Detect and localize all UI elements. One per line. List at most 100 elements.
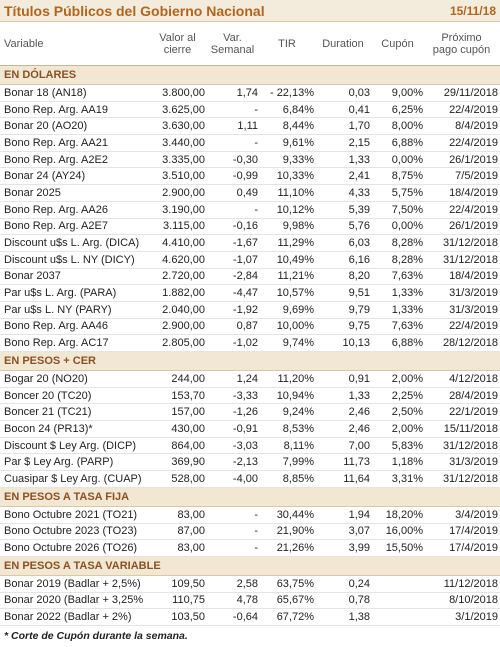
cell: 1,33 xyxy=(348,153,370,166)
cell: 10,33% xyxy=(276,170,314,183)
cell: 4,78 xyxy=(236,594,258,607)
table-row: Bonar 2037 2.720,00 -2,84 11,21% 8,20 7,63% 18… xyxy=(0,269,500,286)
cell: 3.630,00 xyxy=(162,120,205,133)
cell: 87,00 xyxy=(177,525,205,538)
cell: 8/10/2018 xyxy=(449,594,498,607)
cell: 8,11% xyxy=(283,439,314,452)
cell: 1,11 xyxy=(237,120,258,133)
cell: 1,33% xyxy=(391,287,423,300)
cell: 0,24 xyxy=(348,577,370,590)
date: 15/11/18 xyxy=(449,3,496,18)
cell: 8,28% xyxy=(391,237,423,250)
cell: 22/1/2019 xyxy=(449,406,498,419)
cell: 9,74% xyxy=(282,337,314,350)
table-row: Bono Rep. Arg. AA26 3.190,00 - 10,12% 5,39 7,… xyxy=(0,202,500,219)
cell: 17/4/2019 xyxy=(449,525,498,538)
cell: - xyxy=(254,525,258,538)
column-header: Var. Semanal xyxy=(207,32,260,56)
cell: 4.410,00 xyxy=(162,237,205,250)
cell: 1,24 xyxy=(236,372,258,385)
cell: Bocon 24 (PR13)* xyxy=(4,422,93,435)
cell: 5,75% xyxy=(391,186,423,199)
cell: 18/4/2019 xyxy=(449,186,498,199)
cell: 2.900,00 xyxy=(162,186,205,199)
cell: 6,84% xyxy=(282,103,314,116)
cell: 10,13 xyxy=(342,337,370,350)
cell: 528,00 xyxy=(171,472,205,485)
cell: Bono Rep. Arg. A2E7 xyxy=(4,220,108,233)
table-row: Bono Rep. Arg. AA46 2.900,00 0,87 10,00% 9,7… xyxy=(0,319,500,336)
table-row: Bono Octubre 2023 (TO23) 87,00 - 21,90% 3,07… xyxy=(0,524,500,541)
cell: -4,00 xyxy=(232,472,258,485)
cell: 2.720,00 xyxy=(162,270,205,283)
cell: 3/1/2019 xyxy=(455,611,498,624)
cell: 2,41 xyxy=(348,170,370,183)
cell: 2,00% xyxy=(391,372,423,385)
cell: 26/1/2019 xyxy=(449,220,498,233)
cell: 10,00% xyxy=(276,320,314,333)
cell: -0,30 xyxy=(232,153,258,166)
cell: 8,75% xyxy=(391,170,423,183)
cell: 15,50% xyxy=(385,542,423,555)
cell: 10,57% xyxy=(276,287,314,300)
cell: 11,73 xyxy=(343,456,370,469)
cell: 3,99 xyxy=(348,542,370,555)
cell: Bono Octubre 2023 (TO23) xyxy=(4,525,138,538)
cell: -0,64 xyxy=(232,611,258,624)
cell: - 22,13% xyxy=(269,86,314,99)
table-row: Discount u$s L. NY (DICY) 4.620,00 -1,07 10… xyxy=(0,252,500,269)
table-row: Bono Octubre 2021 (TO21) 83,00 - 30,44% 1,94… xyxy=(0,507,500,524)
cell: 157,00 xyxy=(171,406,205,419)
cell: 0,00% xyxy=(391,220,423,233)
cell: 9,75 xyxy=(348,320,370,333)
cell: -0,16 xyxy=(232,220,258,233)
cell: 63,75% xyxy=(276,577,314,590)
cell: -0,91 xyxy=(232,422,258,435)
cell: 28/12/2018 xyxy=(442,337,498,350)
cell: 8,00% xyxy=(391,120,423,133)
cell: 2,46 xyxy=(348,422,370,435)
cell: 8,44% xyxy=(282,120,314,133)
cell: 11,21% xyxy=(277,270,315,283)
cell: - xyxy=(254,103,258,116)
column-header-text: Variable xyxy=(4,37,44,50)
cell: - xyxy=(254,508,258,521)
table-row: Bono Rep. Arg. AA19 3.625,00 - 6,84% 0,41 6,2… xyxy=(0,102,500,119)
cell: - xyxy=(254,136,258,149)
cell: 26/1/2019 xyxy=(449,153,498,166)
cell: 18,20% xyxy=(385,508,423,521)
table-row: Boncer 20 (TC20) 153,70 -3,33 10,94% 1,33 2,2… xyxy=(0,388,500,405)
cell: Bonar 18 (AN18) xyxy=(4,86,87,99)
cell: 5,76 xyxy=(348,220,370,233)
table-row: Bonar 2022 (Badlar + 2%) 103,50 -0,64 67,72… xyxy=(0,609,500,626)
cell: 109,50 xyxy=(171,577,205,590)
cell: Bonar 20 (AO20) xyxy=(4,120,88,133)
cell: - xyxy=(254,542,258,555)
column-header-text: Valor al cierre xyxy=(159,31,196,56)
cell: Bonar 2022 (Badlar + 2%) xyxy=(4,611,132,624)
cell: -1,67 xyxy=(232,237,258,250)
table-row: Bono Rep. Arg. AC17 2.805,00 -1,02 9,74% 10,… xyxy=(0,335,500,352)
cell: 21,26% xyxy=(276,542,314,555)
cell: 3.625,00 xyxy=(162,103,205,116)
cell: 9,69% xyxy=(282,303,314,316)
table-row: Par u$s L. Arg. (PARA) 1.882,00 -4,47 10,57… xyxy=(0,285,500,302)
cell: 1,94 xyxy=(348,508,370,521)
cell: 31/12/2018 xyxy=(442,253,498,266)
table-row: Cuasipar $ Ley Arg. (CUAP) 528,00 -4,00 8,8… xyxy=(0,471,500,488)
cell: 8,20 xyxy=(348,270,370,283)
column-header-text: Cupón xyxy=(381,37,414,50)
title: Títulos Públicos del Gobierno Nacional xyxy=(4,2,265,19)
cell: 153,70 xyxy=(171,389,205,402)
cell: 9,51 xyxy=(348,287,370,300)
column-header-text: Próximo pago cupón xyxy=(432,31,491,56)
table-row: Discount $ Ley Arg. (DICP) 864,00 -3,03 8,1… xyxy=(0,438,500,455)
cell: 1.882,00 xyxy=(162,287,205,300)
cell: 1,70 xyxy=(348,120,370,133)
footnote: * Corte de Cupón durante la semana. xyxy=(4,629,188,642)
cell: 1,33 xyxy=(348,389,370,402)
cell: 1,33% xyxy=(391,303,423,316)
cell: 2,15 xyxy=(348,136,370,149)
cell: 11,20% xyxy=(277,372,315,385)
